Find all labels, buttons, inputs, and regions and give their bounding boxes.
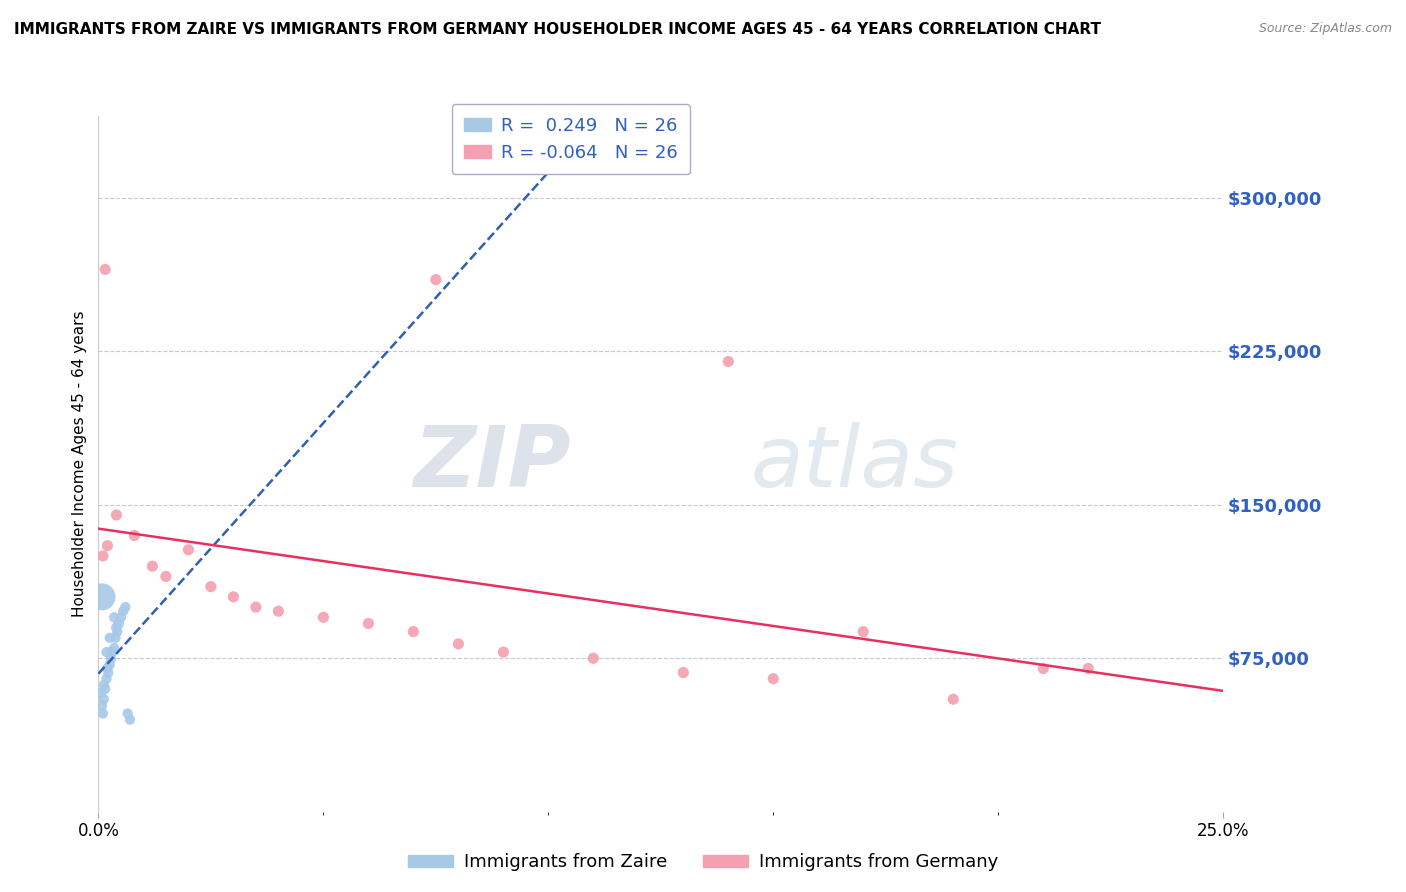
Point	[112, 604, 135, 618]
Point	[118, 713, 141, 727]
Legend: R =  0.249   N = 26, R = -0.064   N = 26: R = 0.249 N = 26, R = -0.064 N = 26	[451, 104, 690, 175]
Point	[717, 354, 740, 368]
Text: atlas: atlas	[751, 422, 959, 506]
Text: IMMIGRANTS FROM ZAIRE VS IMMIGRANTS FROM GERMANY HOUSEHOLDER INCOME AGES 45 - 64: IMMIGRANTS FROM ZAIRE VS IMMIGRANTS FROM…	[14, 22, 1101, 37]
Point	[105, 621, 128, 635]
Point	[200, 580, 222, 594]
Point	[103, 610, 125, 624]
Text: Source: ZipAtlas.com: Source: ZipAtlas.com	[1258, 22, 1392, 36]
Point	[425, 273, 447, 287]
Point	[96, 645, 118, 659]
Point	[492, 645, 515, 659]
Point	[672, 665, 695, 680]
Point	[114, 600, 136, 615]
Point	[105, 508, 128, 522]
Point	[852, 624, 875, 639]
Point	[447, 637, 470, 651]
Point	[104, 631, 127, 645]
Point	[91, 698, 114, 713]
Point	[105, 624, 128, 639]
Point	[267, 604, 290, 618]
Point	[141, 559, 163, 574]
Y-axis label: Householder Income Ages 45 - 64 years: Householder Income Ages 45 - 64 years	[72, 310, 87, 617]
Point	[402, 624, 425, 639]
Point	[91, 706, 114, 721]
Point	[93, 692, 115, 706]
Point	[245, 600, 267, 615]
Point	[103, 640, 125, 655]
Point	[155, 569, 177, 583]
Point	[94, 262, 117, 277]
Point	[91, 549, 114, 563]
Point	[942, 692, 965, 706]
Point	[96, 672, 118, 686]
Point	[124, 528, 146, 542]
Point	[90, 686, 112, 700]
Point	[110, 610, 132, 624]
Point	[357, 616, 380, 631]
Point	[117, 706, 139, 721]
Point	[107, 616, 129, 631]
Point	[100, 651, 122, 665]
Point	[222, 590, 245, 604]
Point	[94, 681, 117, 696]
Text: ZIP: ZIP	[413, 422, 571, 506]
Point	[177, 542, 200, 557]
Point	[93, 678, 115, 692]
Point	[312, 610, 335, 624]
Point	[582, 651, 605, 665]
Point	[1032, 661, 1054, 675]
Point	[96, 539, 118, 553]
Point	[97, 665, 120, 680]
Point	[98, 631, 121, 645]
Point	[762, 672, 785, 686]
Point	[98, 657, 121, 672]
Point	[91, 590, 114, 604]
Point	[1077, 661, 1099, 675]
Point	[96, 661, 118, 675]
Point	[101, 645, 124, 659]
Legend: Immigrants from Zaire, Immigrants from Germany: Immigrants from Zaire, Immigrants from G…	[401, 847, 1005, 879]
